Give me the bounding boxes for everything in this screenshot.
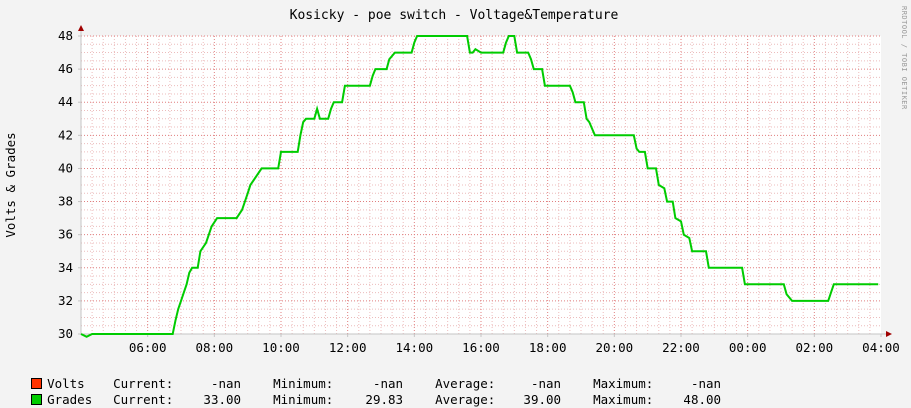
grades-average-value: 39.00 <box>523 392 562 407</box>
y-axis-label: Volts & Grades <box>3 132 18 237</box>
x-tick-label: 18:00 <box>529 340 567 355</box>
y-tick-label: 38 <box>58 194 73 209</box>
volts-swatch <box>31 378 43 389</box>
chart-title: Kosicky - poe switch - Voltage&Temperatu… <box>290 8 619 23</box>
y-tick-label: 30 <box>58 326 73 341</box>
volts-average-label: Average: <box>435 376 496 391</box>
x-tick-label: 10:00 <box>262 340 300 355</box>
series-line-grades <box>80 35 879 338</box>
y-tick-label: 36 <box>58 227 73 242</box>
x-tick-label: 22:00 <box>662 340 700 355</box>
volts-maximum-value: -nan <box>690 376 722 391</box>
grades-minimum-label: Minimum: <box>273 392 334 407</box>
x-tick-label: 14:00 <box>396 340 434 355</box>
y-tick-label: 42 <box>58 127 73 142</box>
volts-current-label: Current: <box>113 376 174 391</box>
rrdtool-watermark: RRDTOOL / TOBI OETIKER <box>900 6 908 110</box>
y-tick-label: 48 <box>58 28 73 43</box>
volts-minimum-value: -nan <box>372 376 404 391</box>
y-tick-label: 44 <box>58 94 73 109</box>
y-tick-label: 34 <box>58 260 73 275</box>
y-tick-label: 40 <box>58 160 73 175</box>
x-tick-label: 04:00 <box>862 340 900 355</box>
grades-current-value: 33.00 <box>203 392 242 407</box>
volts-minimum-label: Minimum: <box>273 376 334 391</box>
grades-maximum-label: Maximum: <box>593 392 654 407</box>
x-tick-label: 02:00 <box>796 340 834 355</box>
x-tick-label: 20:00 <box>596 340 634 355</box>
x-tick-label: 06:00 <box>129 340 167 355</box>
x-tick-label: 00:00 <box>729 340 767 355</box>
grades-name: Grades <box>47 392 93 407</box>
legend-row-grades: Grades Current: 33.00 Minimum: 29.83 Average:… <box>16 376 721 408</box>
volts-current-value: -nan <box>210 376 242 391</box>
x-tick-label: 12:00 <box>329 340 367 355</box>
grades-maximum-value: 48.00 <box>683 392 722 407</box>
grades-minimum-value: 29.83 <box>365 392 404 407</box>
volts-maximum-label: Maximum: <box>593 376 654 391</box>
y-axis-arrow <box>78 25 84 31</box>
volts-name: Volts <box>47 376 85 391</box>
x-tick-label: 08:00 <box>196 340 234 355</box>
volts-average-value: -nan <box>530 376 562 391</box>
y-tick-label: 32 <box>58 293 73 308</box>
grades-average-label: Average: <box>435 392 496 407</box>
y-tick-label: 46 <box>58 61 73 76</box>
major-grid: 30 32 34 36 38 40 42 44 46 48 06:00 08:00 10:00 12:00… <box>58 28 900 355</box>
x-axis-arrow <box>886 331 892 337</box>
legend-row-volts: Volts Current: -nan Minimum: -nan Average: -na… <box>16 360 721 392</box>
x-tick-label: 16:00 <box>462 340 500 355</box>
grades-current-label: Current: <box>113 392 174 407</box>
